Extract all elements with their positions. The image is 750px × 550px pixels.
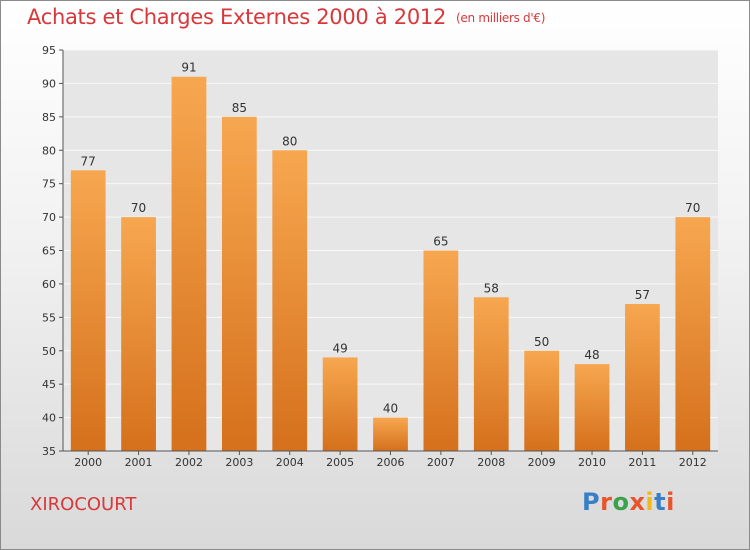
- bar-2007: [423, 250, 459, 451]
- town-name: XIROCOURT: [30, 494, 137, 515]
- bar-2006: [373, 417, 408, 451]
- chart-title-text: Achats et Charges Externes 2000 à 2012: [27, 5, 447, 29]
- data-label-2006: 40: [383, 402, 398, 416]
- x-tick-label-2003: 2003: [225, 456, 253, 469]
- x-tick-label-2008: 2008: [477, 456, 505, 469]
- bar-2012: [675, 217, 711, 451]
- data-label-2004: 80: [282, 134, 297, 148]
- x-tick-label-2000: 2000: [74, 456, 102, 469]
- bar-2003: [221, 116, 257, 451]
- bar-2004: [272, 150, 308, 451]
- logo-letter: P: [582, 488, 601, 516]
- proxiti-logo: Proxiti: [582, 488, 675, 516]
- y-tick-label: 40: [42, 412, 56, 425]
- data-label-2003: 85: [232, 101, 247, 115]
- x-tick-label-2005: 2005: [326, 456, 354, 469]
- x-tick-label-2010: 2010: [578, 456, 606, 469]
- data-label-2009: 50: [534, 335, 549, 349]
- bar-2009: [524, 350, 560, 451]
- logo-letter: x: [629, 488, 646, 516]
- data-label-2010: 48: [584, 348, 599, 362]
- y-tick-label: 95: [42, 44, 56, 57]
- x-tick-label-2004: 2004: [276, 456, 304, 469]
- y-tick-label: 65: [42, 245, 56, 258]
- y-tick-label: 75: [42, 178, 56, 191]
- data-label-2001: 70: [131, 201, 146, 215]
- data-label-2012: 70: [685, 201, 700, 215]
- logo-letter: t: [654, 488, 667, 516]
- y-tick-label: 45: [42, 378, 56, 391]
- y-tick-label: 90: [42, 77, 56, 90]
- bar-2001: [121, 217, 156, 451]
- y-tick-label: 70: [42, 211, 56, 224]
- x-tick-label-2007: 2007: [427, 456, 455, 469]
- y-tick-label: 55: [42, 311, 56, 324]
- y-tick-label: 85: [42, 111, 56, 124]
- data-label-2000: 77: [81, 154, 96, 168]
- bar-2010: [574, 364, 610, 451]
- data-label-2007: 65: [433, 235, 448, 249]
- x-tick-label-2006: 2006: [377, 456, 405, 469]
- bar-2000: [70, 170, 106, 452]
- bar-2008: [473, 297, 509, 451]
- y-tick-label: 50: [42, 345, 56, 358]
- x-tick-label-2009: 2009: [528, 456, 556, 469]
- logo-letter: i: [645, 488, 655, 516]
- data-label-2008: 58: [484, 281, 499, 295]
- x-tick-label-2012: 2012: [679, 456, 707, 469]
- bar-2005: [322, 357, 358, 451]
- chart-subtitle: (en milliers d'€): [456, 11, 546, 25]
- x-tick-label-2011: 2011: [628, 456, 656, 469]
- data-label-2005: 49: [332, 341, 347, 355]
- y-tick-label: 60: [42, 278, 56, 291]
- bar-2002: [171, 76, 207, 451]
- logo-letter: r: [600, 488, 613, 516]
- y-tick-label: 35: [42, 445, 56, 458]
- y-tick-label: 80: [42, 144, 56, 157]
- chart-title: Achats et Charges Externes 2000 à 2012 (e…: [27, 5, 545, 29]
- data-label-2002: 91: [181, 61, 196, 75]
- data-label-2011: 57: [635, 288, 650, 302]
- logo-letter: o: [612, 488, 630, 516]
- bar-2011: [625, 303, 660, 451]
- x-tick-label-2001: 2001: [125, 456, 153, 469]
- x-tick-label-2002: 2002: [175, 456, 203, 469]
- logo-letter: i: [666, 488, 675, 516]
